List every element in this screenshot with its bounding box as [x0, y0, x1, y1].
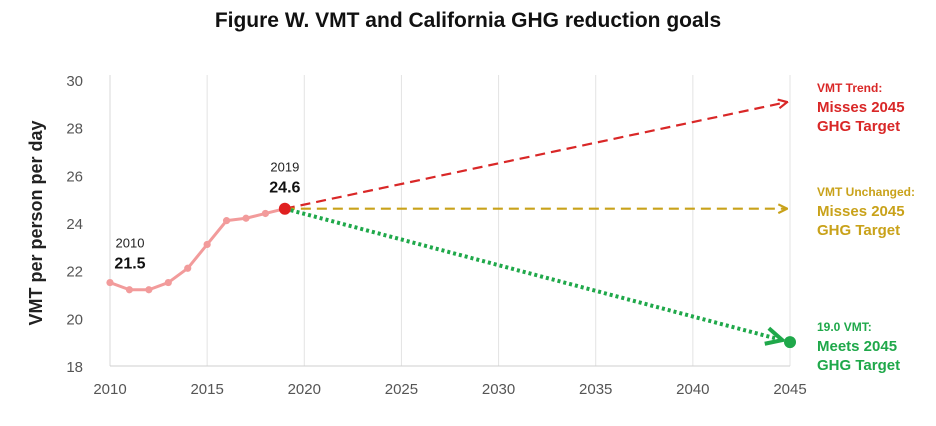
historical-point-2011	[125, 286, 134, 294]
x-tick-2035: 2035	[579, 381, 612, 398]
historical-point-2010	[106, 278, 114, 287]
chart-title: Figure W. VMT and California GHG reducti…	[214, 9, 722, 32]
x-tick-2045: 2045	[773, 381, 806, 398]
end-label-1-line3: GHG Target	[817, 222, 900, 239]
annotation-year-2019: 2019	[270, 160, 299, 175]
trend-line	[284, 102, 786, 210]
y-tick-28: 28	[66, 121, 83, 138]
target-line	[284, 206, 780, 340]
historical-point-2018	[261, 209, 270, 218]
point-2045-target	[784, 336, 796, 349]
y-tick-24: 24	[66, 216, 83, 233]
historical-point-2016	[222, 217, 231, 225]
point-2019	[278, 202, 291, 215]
x-tick-2030: 2030	[482, 381, 515, 398]
annotation-value-2019: 24.6	[269, 180, 300, 197]
axes: 2010 2015 2020 2025 2030 2035 2040 2045 18 20 22 24…	[26, 73, 807, 398]
y-tick-22: 22	[66, 264, 83, 281]
end-label-0-title: VMT Trend:	[817, 81, 882, 95]
historical-point-2012	[145, 286, 153, 294]
y-tick-20: 20	[66, 311, 83, 328]
end-labels: VMT Trend: Misses 2045 GHG Target VMT Uncha…	[817, 81, 915, 374]
end-label-2-line2: Meets 2045	[817, 338, 897, 355]
historical-line	[109, 207, 286, 292]
annotations: 2010 21.5 2019 24.6	[114, 160, 300, 273]
series-lines	[109, 102, 786, 340]
end-label-1-line2: Misses 2045	[817, 203, 905, 220]
end-label-2-line3: GHG Target	[817, 357, 900, 374]
grid-lines	[206, 75, 791, 366]
end-label-1-title: VMT Unchanged:	[817, 185, 915, 199]
x-tick-2040: 2040	[676, 381, 709, 398]
y-axis-label: VMT per person per day	[26, 120, 46, 325]
series-points	[106, 202, 796, 349]
y-tick-18: 18	[66, 359, 83, 376]
x-tick-2010: 2010	[93, 381, 126, 398]
historical-point-2017	[242, 214, 250, 222]
annotation-year-2010: 2010	[116, 236, 145, 251]
y-tick-26: 26	[66, 168, 83, 185]
x-tick-2025: 2025	[385, 381, 418, 398]
end-label-0-line3: GHG Target	[817, 118, 900, 135]
x-tick-2020: 2020	[288, 381, 321, 398]
annotation-value-2010: 21.5	[114, 256, 145, 273]
end-label-0-line2: Misses 2045	[817, 99, 905, 116]
historical-point-2015	[203, 240, 211, 249]
historical-point-2013	[164, 278, 172, 287]
end-label-2-title: 19.0 VMT:	[817, 320, 872, 334]
x-tick-2015: 2015	[190, 381, 223, 398]
historical-point-2014	[184, 264, 192, 272]
y-tick-30: 30	[66, 73, 83, 90]
